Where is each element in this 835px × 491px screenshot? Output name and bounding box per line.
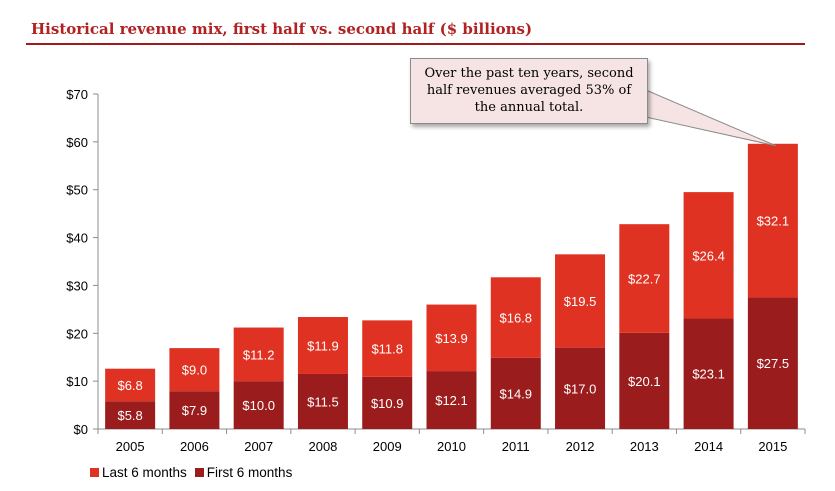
bar-last-6-months [555, 254, 606, 348]
data-label-first-6-months: $27.5 [757, 356, 790, 371]
data-label-last-6-months: $19.5 [564, 294, 597, 309]
data-label-last-6-months: $11.2 [243, 347, 275, 362]
bar-last-6-months [683, 192, 734, 319]
data-label-first-6-months: $5.8 [117, 408, 142, 423]
bar-first-6-months [490, 357, 541, 429]
x-tick-label: 2012 [566, 439, 595, 454]
legend-item-last-6-months: Last 6 months [90, 465, 187, 480]
bar-first-6-months [555, 347, 606, 429]
bar-first-6-months [426, 371, 477, 429]
data-label-last-6-months: $6.8 [117, 378, 142, 393]
x-tick-label: 2008 [308, 439, 337, 454]
data-label-first-6-months: $10.0 [242, 398, 275, 413]
bar-last-6-months [233, 327, 284, 382]
bar-first-6-months [683, 318, 734, 429]
x-tick-label: 2010 [437, 439, 466, 454]
bar-first-6-months [619, 332, 670, 429]
bar-first-6-months [169, 391, 220, 429]
data-label-first-6-months: $17.0 [564, 381, 597, 396]
data-label-last-6-months: $26.4 [692, 248, 725, 263]
data-label-first-6-months: $20.1 [628, 374, 661, 389]
x-tick-label: 2015 [758, 439, 787, 454]
y-tick-label: $30 [66, 278, 88, 293]
legend-label-first-6-months: First 6 months [206, 465, 293, 480]
y-tick-label: $10 [66, 374, 88, 389]
bar-first-6-months [105, 401, 156, 429]
legend-label-last-6-months: Last 6 months [102, 465, 187, 480]
bar-last-6-months [619, 224, 670, 333]
legend-item-first-6-months: First 6 months [194, 465, 293, 480]
bar-last-6-months [426, 304, 477, 372]
y-tick-label: $0 [74, 422, 88, 437]
data-label-last-6-months: $11.8 [371, 342, 403, 357]
data-label-first-6-months: $10.9 [371, 396, 404, 411]
chart-title: Historical revenue mix, first half vs. s… [31, 20, 533, 38]
bar-last-6-months [105, 368, 156, 402]
x-tick-label: 2005 [116, 439, 145, 454]
bar-last-6-months [747, 143, 798, 298]
data-label-first-6-months: $7.9 [182, 403, 207, 418]
data-label-first-6-months: $12.1 [435, 393, 468, 408]
bar-last-6-months [169, 348, 220, 392]
bar-first-6-months [233, 381, 284, 429]
y-tick-label: $50 [66, 183, 88, 198]
data-label-first-6-months: $11.5 [307, 394, 339, 409]
title-divider [26, 43, 805, 45]
y-tick-label: $40 [66, 231, 88, 246]
bar-first-6-months [297, 373, 348, 429]
data-label-first-6-months: $23.1 [692, 367, 725, 382]
chart-bars: $5.8 $6.8 $7.9 $9.0 $10.0 $11.2 $11.5 $11.9 $10.… [105, 143, 798, 429]
data-label-last-6-months: $32.1 [757, 214, 790, 229]
y-tick-label: $60 [66, 135, 88, 150]
y-tick-label: $20 [66, 326, 88, 341]
bar-last-6-months [362, 320, 413, 377]
bar-last-6-months [490, 277, 541, 358]
bar-first-6-months [747, 297, 798, 429]
x-tick-label: 2009 [373, 439, 402, 454]
chart-legend: Last 6 months First 6 months [90, 465, 300, 480]
data-label-last-6-months: $13.9 [435, 331, 468, 346]
legend-swatch-first-6-months [194, 468, 204, 477]
legend-swatch-last-6-months [90, 468, 99, 477]
bar-first-6-months [362, 376, 413, 429]
x-tick-label: 2014 [694, 439, 723, 454]
callout-box: Over the past ten years, second half rev… [410, 58, 648, 124]
x-tick-label: 2013 [630, 439, 659, 454]
x-tick-label: 2011 [502, 439, 530, 454]
bar-last-6-months [297, 317, 348, 374]
data-label-last-6-months: $11.9 [307, 338, 339, 353]
y-tick-label: $70 [66, 87, 88, 102]
x-tick-label: 2007 [244, 439, 273, 454]
data-label-last-6-months: $9.0 [182, 363, 207, 378]
data-label-first-6-months: $14.9 [499, 386, 532, 401]
data-label-last-6-months: $16.8 [499, 310, 532, 325]
x-tick-label: 2006 [180, 439, 209, 454]
data-label-last-6-months: $22.7 [628, 271, 661, 286]
